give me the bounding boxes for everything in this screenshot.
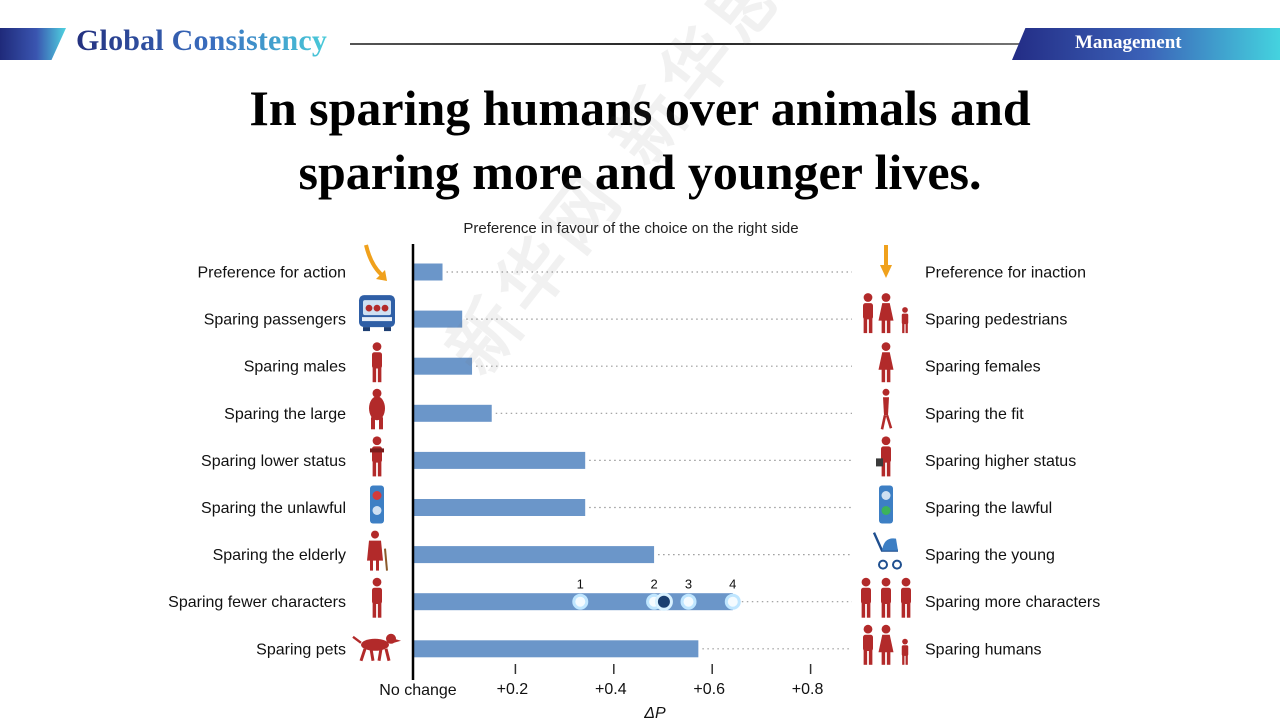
male-figure-icon	[372, 342, 382, 383]
chart-row: Sparing lower status Sparing higher statu…	[201, 451, 1076, 470]
down-arrow-icon	[880, 245, 892, 278]
right-label: Sparing pedestrians	[925, 312, 1067, 329]
bar	[413, 451, 586, 469]
chart-row: Preference for action Preference for inac…	[197, 263, 1086, 282]
bar	[413, 499, 586, 516]
bar	[413, 263, 443, 281]
marker-label: 3	[685, 577, 692, 592]
header-accent-right	[1012, 28, 1280, 60]
higher-status-figure-icon	[876, 436, 891, 477]
chart-row: Sparing fewer characters Sparing more cha…	[168, 577, 1100, 612]
page-headline: In sparing humans over animals and spari…	[0, 76, 1280, 204]
right-label: Sparing higher status	[925, 453, 1076, 470]
right-label: Sparing more characters	[925, 594, 1100, 611]
female-figure-icon	[878, 342, 894, 383]
x-tick-label: +0.6	[693, 681, 725, 698]
marker-point-highlight	[654, 592, 673, 611]
headline-line-2: sparing more and younger lives.	[298, 144, 982, 200]
x-tick-label: +0.4	[595, 681, 627, 698]
right-label: Sparing the fit	[925, 406, 1024, 423]
marker-point	[724, 593, 741, 610]
car-passengers-icon	[359, 295, 395, 332]
red-traffic-light-icon	[370, 485, 384, 524]
marker-point	[680, 593, 697, 610]
right-label: Sparing the young	[925, 547, 1055, 564]
large-figure-icon	[369, 388, 385, 430]
left-label: Sparing lower status	[201, 453, 346, 470]
chart-row: Sparing the large Sparing the fit	[224, 404, 1024, 423]
left-label: Sparing males	[244, 359, 346, 376]
left-label: Sparing the large	[224, 406, 346, 423]
stroller-icon	[872, 532, 902, 570]
left-label: Sparing fewer characters	[168, 594, 346, 611]
curved-arrow-icon	[364, 244, 387, 281]
three-figures-icon	[861, 577, 911, 618]
x-tick-label: +0.2	[497, 681, 529, 698]
right-label: Sparing the lawful	[925, 500, 1052, 517]
chart-row: Sparing pets Sparing humans	[256, 640, 1042, 658]
zero-label: No change	[379, 682, 456, 699]
x-tick-label: +0.8	[792, 681, 824, 698]
single-figure-icon	[372, 577, 382, 618]
chart-title: Preference in favour of the choice on th…	[463, 220, 798, 237]
chart-row: Sparing the unlawful Sparing the lawful	[201, 499, 1052, 517]
section-label: Management	[1075, 32, 1182, 53]
marker-label: 2	[650, 577, 657, 592]
x-axis-label: ΔP	[643, 705, 666, 720]
pedestrians-group-icon	[863, 293, 909, 334]
chart-row: Sparing passengers Sparing pedestrians	[204, 310, 1067, 329]
green-traffic-light-icon	[879, 485, 893, 524]
elderly-figure-icon	[367, 530, 388, 571]
right-label: Sparing humans	[925, 641, 1042, 658]
chart-row: Sparing the elderly Sparing the young	[213, 546, 1055, 564]
dog-icon	[352, 633, 401, 662]
chart-row: Sparing males Sparing females	[244, 357, 1041, 376]
fit-figure-icon	[880, 388, 893, 430]
bar	[413, 357, 473, 375]
headline-line-1: In sparing humans over animals and	[249, 80, 1031, 136]
marker-label: 4	[729, 577, 736, 592]
right-label: Sparing females	[925, 359, 1041, 376]
left-label: Preference for action	[197, 265, 346, 282]
left-label: Sparing the unlawful	[201, 500, 346, 517]
bar	[413, 640, 699, 658]
header-divider	[350, 43, 1030, 45]
left-label: Sparing the elderly	[213, 547, 346, 564]
marker-label: 1	[577, 577, 584, 592]
right-label: Preference for inaction	[925, 265, 1086, 282]
family-figures-icon	[863, 624, 909, 665]
header-title: Global Consistency	[76, 24, 328, 57]
marker-point	[572, 593, 589, 610]
bar	[413, 404, 492, 422]
bar	[413, 546, 655, 564]
lower-status-figure-icon	[370, 436, 384, 477]
left-label: Sparing passengers	[204, 312, 346, 329]
left-label: Sparing pets	[256, 641, 346, 658]
bar	[413, 310, 463, 328]
